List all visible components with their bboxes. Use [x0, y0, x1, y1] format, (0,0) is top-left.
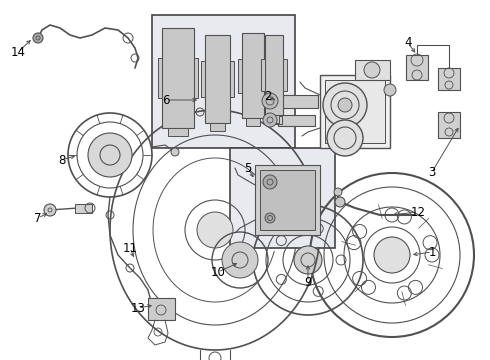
- Bar: [264, 58, 268, 93]
- Text: 6: 6: [162, 94, 170, 107]
- Bar: [278, 95, 318, 108]
- Bar: [260, 170, 315, 230]
- Bar: [169, 128, 188, 136]
- Circle shape: [364, 62, 380, 78]
- Bar: [261, 59, 265, 91]
- Bar: [242, 33, 264, 118]
- Circle shape: [263, 113, 277, 127]
- Circle shape: [88, 133, 132, 177]
- Bar: [201, 62, 205, 96]
- Text: 10: 10: [211, 266, 225, 279]
- Circle shape: [222, 242, 258, 278]
- Text: 7: 7: [34, 211, 42, 225]
- Text: 12: 12: [411, 206, 425, 219]
- Circle shape: [384, 84, 396, 96]
- Bar: [162, 28, 194, 128]
- Bar: [158, 58, 162, 98]
- Bar: [320, 75, 390, 148]
- Circle shape: [265, 213, 275, 223]
- Bar: [274, 98, 282, 105]
- Text: 4: 4: [404, 36, 412, 49]
- Bar: [230, 62, 234, 96]
- Circle shape: [323, 83, 367, 127]
- Circle shape: [294, 246, 322, 274]
- Text: 9: 9: [304, 275, 312, 288]
- Bar: [205, 35, 230, 123]
- Circle shape: [374, 237, 410, 273]
- Bar: [274, 116, 282, 124]
- Bar: [152, 15, 295, 148]
- Circle shape: [171, 148, 179, 156]
- Text: 3: 3: [428, 166, 436, 179]
- Circle shape: [197, 212, 233, 248]
- Circle shape: [338, 98, 352, 112]
- Bar: [355, 60, 390, 80]
- Bar: [283, 59, 287, 91]
- Bar: [238, 58, 242, 93]
- Bar: [438, 112, 460, 138]
- Bar: [406, 55, 428, 80]
- Circle shape: [334, 188, 342, 196]
- Text: 11: 11: [122, 242, 138, 255]
- Circle shape: [44, 204, 56, 216]
- Text: 1: 1: [428, 246, 436, 258]
- Bar: [269, 115, 279, 123]
- Circle shape: [262, 93, 278, 109]
- Text: 2: 2: [264, 90, 272, 104]
- Circle shape: [335, 197, 345, 207]
- Bar: [278, 115, 315, 126]
- Bar: [75, 204, 92, 213]
- Text: 14: 14: [10, 45, 25, 58]
- Bar: [265, 35, 283, 115]
- Bar: [255, 165, 320, 235]
- Circle shape: [327, 120, 363, 156]
- Text: 5: 5: [245, 162, 252, 175]
- Bar: [438, 68, 460, 90]
- Bar: [230, 148, 335, 248]
- Text: 8: 8: [58, 153, 66, 166]
- Bar: [246, 118, 260, 126]
- Bar: [210, 123, 225, 131]
- Bar: [194, 58, 198, 98]
- Bar: [325, 80, 385, 143]
- Circle shape: [263, 175, 277, 189]
- Bar: [148, 298, 175, 320]
- Circle shape: [33, 33, 43, 43]
- Text: 13: 13: [130, 302, 146, 315]
